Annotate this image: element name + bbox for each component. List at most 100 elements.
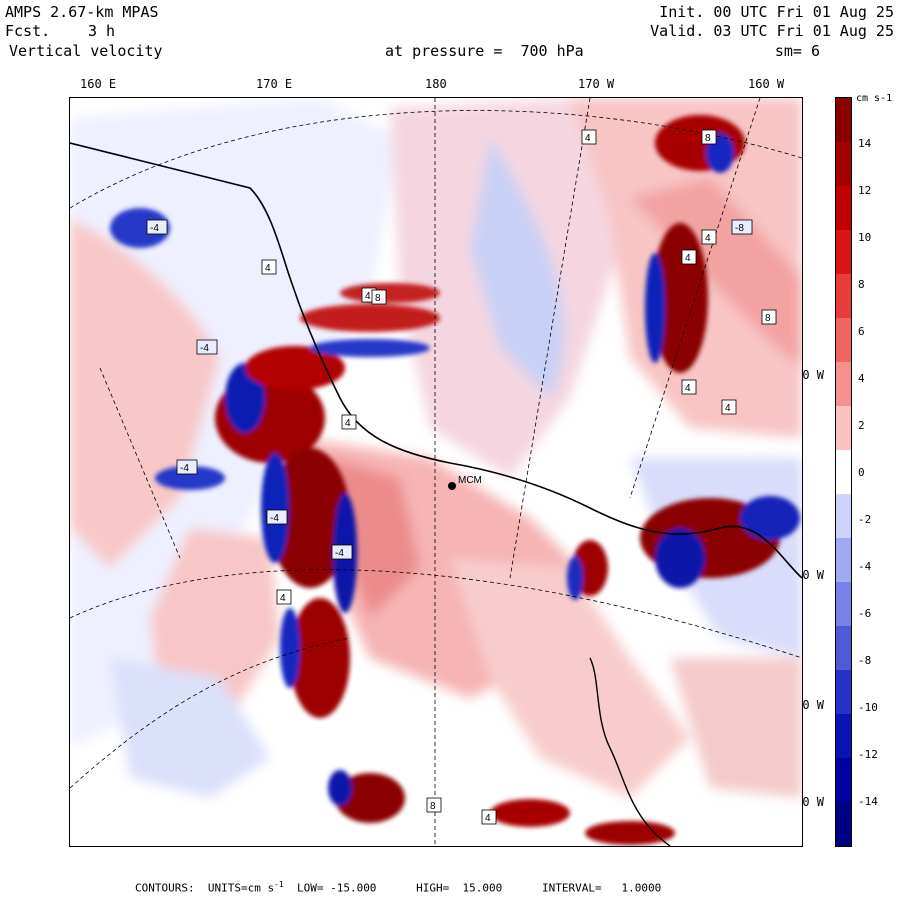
parallel-arc-3 (70, 637, 351, 789)
lon-label-180: 180 (425, 77, 447, 91)
model-title: AMPS 2.67-km MPAS (5, 3, 159, 21)
footer-contours: CONTOURS: UNITS=cm s (135, 881, 275, 895)
colorbar-segment (836, 406, 851, 450)
contour-label-text: 4 (585, 133, 591, 144)
colorbar-label: 6 (858, 325, 865, 338)
meridian-160w (629, 98, 761, 499)
contour-label-box (146, 219, 168, 235)
contour-label-box (261, 259, 277, 275)
contour-label-box (426, 797, 442, 813)
coastline-2 (589, 657, 671, 846)
colorbar-segment (836, 186, 851, 230)
contour-label-box (761, 309, 777, 325)
contour-label-text: -4 (270, 513, 279, 524)
contour-label-box (331, 544, 353, 560)
pressure-level: at pressure = 700 hPa (385, 42, 584, 60)
colorbar-unit: cm s-1 (856, 93, 893, 104)
colorbar-segment (836, 318, 851, 362)
colorbar-label: -2 (858, 513, 872, 526)
colorbar-label: -10 (858, 701, 878, 714)
colorbar-segment (836, 626, 851, 670)
contour-label-text: 4 (365, 291, 371, 302)
colorbar-label: 14 (858, 137, 872, 150)
station-mcm-marker (448, 482, 456, 490)
contour-label-text: 4 (345, 418, 351, 429)
contour-label-text: 8 (430, 801, 436, 812)
footer-range: LOW= -15.000 HIGH= 15.000 INTERVAL= 1.00… (283, 881, 662, 895)
contour-label-box (266, 509, 288, 525)
colorbar-label: -6 (858, 607, 872, 620)
colorbar-segment (836, 98, 851, 142)
contour-label-text: -4 (150, 223, 159, 234)
lon-label-170w: 170 W (578, 77, 615, 91)
contour-label-text: -8 (735, 223, 744, 234)
contour-label-box (701, 229, 717, 245)
colorbar (835, 97, 852, 847)
colorbar-segment (836, 494, 851, 538)
smoothing-value: sm= 6 (774, 42, 820, 60)
field-name: Vertical velocity (9, 42, 163, 60)
lon-label-170e: 170 E (256, 77, 293, 91)
colorbar-label: -8 (858, 654, 872, 667)
contour-label-box (276, 589, 292, 605)
colorbar-segment (836, 538, 851, 582)
contour-label-text: 4 (725, 403, 731, 414)
contour-label-text: 8 (705, 133, 711, 144)
valid-time: Valid. 03 UTC Fri 01 Aug 25 (650, 22, 894, 40)
contour-label-text: 4 (705, 233, 711, 244)
colorbar-label: 8 (858, 278, 865, 291)
parallel-arc-1 (70, 110, 802, 209)
contour-label-text: 4 (280, 593, 286, 604)
contour-label-box (176, 459, 198, 475)
colorbar-label: -4 (858, 560, 872, 573)
forecast-hours: 3 h (88, 22, 116, 40)
colorbar-segment (836, 274, 851, 318)
contour-label-box (731, 219, 753, 235)
lon-label-160e: 160 E (80, 77, 117, 91)
colorbar-label: 2 (858, 419, 865, 432)
contour-label-box (721, 399, 737, 415)
parallel-arc-2 (70, 569, 802, 659)
contour-label-text: -4 (335, 548, 344, 559)
colorbar-label: -12 (858, 748, 878, 761)
colorbar-segment (836, 142, 851, 186)
contour-label-box (341, 414, 357, 430)
meridian-160e (99, 367, 181, 559)
colorbar-segment (836, 450, 851, 494)
contour-label-text: 4 (685, 383, 691, 394)
contour-label-box (196, 339, 218, 355)
station-mcm-label: MCM (458, 475, 482, 486)
colorbar-label: -14 (858, 795, 878, 808)
colorbar-segment (836, 230, 851, 274)
contour-label-text: 8 (765, 313, 771, 324)
colorbar-segment (836, 362, 851, 406)
contour-label-text: 4 (265, 263, 271, 274)
contour-label-box (701, 129, 717, 145)
forecast-label: Fcst. (5, 22, 51, 40)
colorbar-label: 0 (858, 466, 865, 479)
contour-label-box (681, 379, 697, 395)
contour-label-box (581, 129, 597, 145)
colorbar-segment (836, 802, 851, 846)
velocity-map: MCM 4 -4 8 -8 4 4 -4 8 4 -4 4 4 8 4 -4 4 4 -4 4 8 (69, 97, 803, 847)
contour-label-box (371, 289, 387, 305)
contour-label-box (681, 249, 697, 265)
colorbar-label: 12 (858, 184, 872, 197)
colorbar-segment (836, 582, 851, 626)
colorbar-label: 4 (858, 372, 865, 385)
colorbar-label: 10 (858, 231, 872, 244)
contour-footer: CONTOURS: UNITS=cm s-1 LOW= -15.000 HIGH… (135, 880, 661, 895)
contour-label-box (481, 809, 497, 825)
lon-label-160w: 160 W (748, 77, 785, 91)
colorbar-segment (836, 714, 851, 758)
contour-label-text: 8 (375, 293, 381, 304)
colorbar-segment (836, 758, 851, 802)
contour-label-text: 4 (685, 253, 691, 264)
footer-unit-exponent: -1 (274, 880, 284, 889)
colorbar-segment (836, 670, 851, 714)
contour-label-text: 4 (485, 813, 491, 824)
init-time: Init. 00 UTC Fri 01 Aug 25 (659, 3, 894, 21)
contour-label-text: -4 (180, 463, 189, 474)
